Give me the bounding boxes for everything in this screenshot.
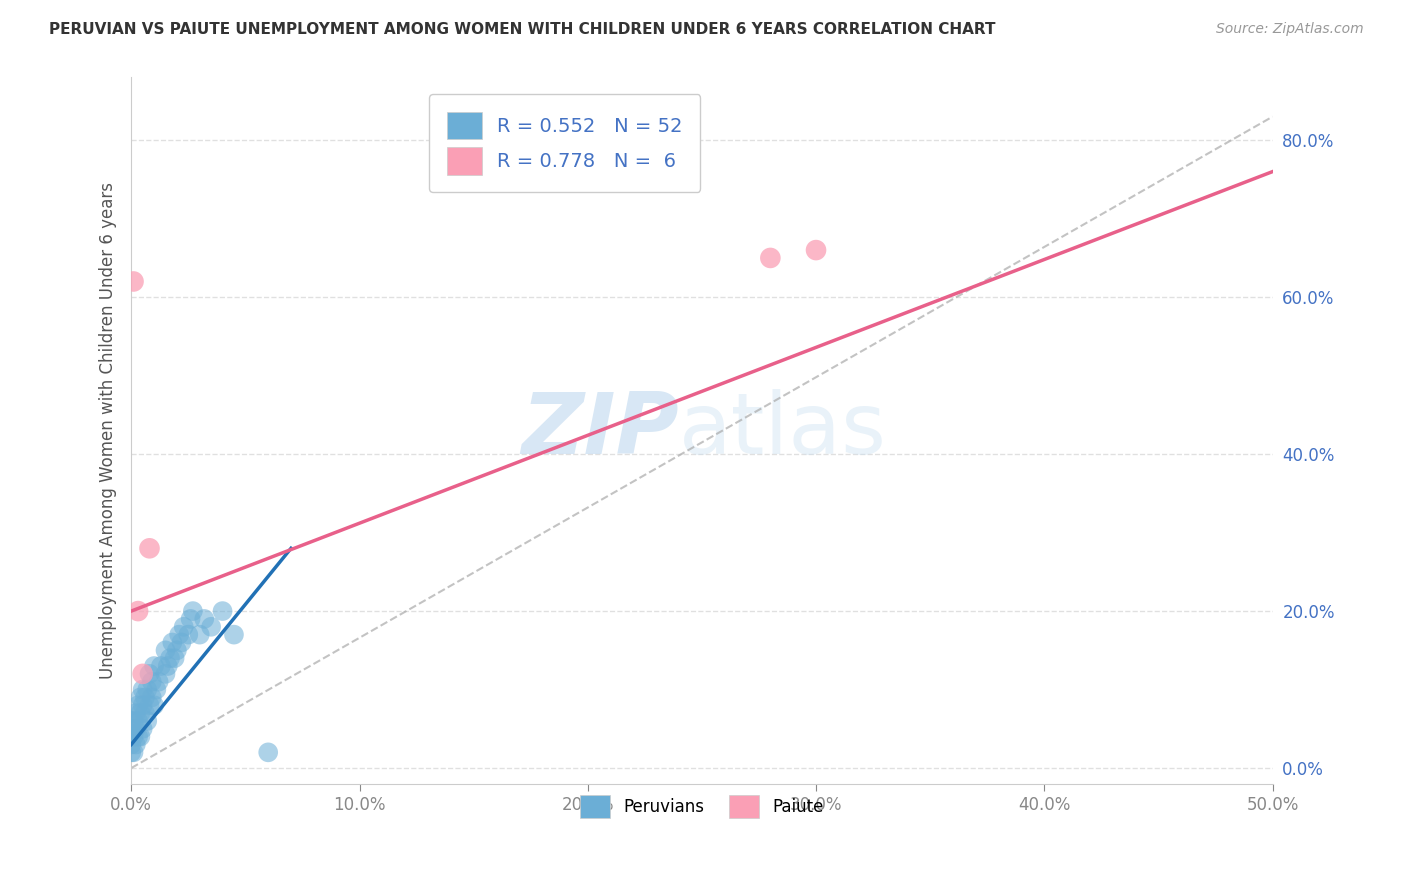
Point xyxy=(155,643,177,657)
Point xyxy=(166,643,188,657)
Point xyxy=(127,698,149,713)
Text: Source: ZipAtlas.com: Source: ZipAtlas.com xyxy=(1216,22,1364,37)
Text: PERUVIAN VS PAIUTE UNEMPLOYMENT AMONG WOMEN WITH CHILDREN UNDER 6 YEARS CORRELAT: PERUVIAN VS PAIUTE UNEMPLOYMENT AMONG WO… xyxy=(49,22,995,37)
Point xyxy=(122,745,145,759)
Point xyxy=(129,730,152,744)
Point xyxy=(163,651,186,665)
Point xyxy=(131,666,153,681)
Point xyxy=(125,706,148,720)
Point xyxy=(120,730,142,744)
Point xyxy=(155,666,177,681)
Point xyxy=(145,682,167,697)
Point xyxy=(125,738,148,752)
Point xyxy=(131,722,153,736)
Text: atlas: atlas xyxy=(679,389,887,472)
Point xyxy=(188,627,211,641)
Point xyxy=(173,620,195,634)
Y-axis label: Unemployment Among Women with Children Under 6 years: Unemployment Among Women with Children U… xyxy=(100,182,117,679)
Point xyxy=(804,243,827,257)
Point xyxy=(122,275,145,289)
Point xyxy=(120,714,142,728)
Point xyxy=(136,714,159,728)
Point xyxy=(141,674,163,689)
Point xyxy=(143,659,166,673)
Point xyxy=(138,541,160,556)
Point xyxy=(129,690,152,705)
Point xyxy=(138,698,160,713)
Legend: Peruvians, Paiute: Peruvians, Paiute xyxy=(574,788,831,825)
Point xyxy=(122,730,145,744)
Point xyxy=(141,690,163,705)
Text: ZIP: ZIP xyxy=(522,389,679,472)
Point xyxy=(222,627,245,641)
Point xyxy=(257,745,280,759)
Point xyxy=(134,706,156,720)
Point xyxy=(167,627,190,641)
Point xyxy=(170,635,193,649)
Point xyxy=(129,706,152,720)
Point xyxy=(125,722,148,736)
Point xyxy=(148,674,170,689)
Point xyxy=(120,738,142,752)
Point xyxy=(200,620,222,634)
Point xyxy=(122,714,145,728)
Point xyxy=(181,604,204,618)
Point xyxy=(134,690,156,705)
Point xyxy=(127,604,149,618)
Point xyxy=(211,604,233,618)
Point xyxy=(131,698,153,713)
Point xyxy=(177,627,200,641)
Point xyxy=(120,745,142,759)
Point xyxy=(162,635,184,649)
Point xyxy=(193,612,215,626)
Point xyxy=(136,682,159,697)
Point xyxy=(156,659,179,673)
Point xyxy=(127,730,149,744)
Point xyxy=(159,651,181,665)
Point xyxy=(143,698,166,713)
Point xyxy=(180,612,202,626)
Point xyxy=(149,659,172,673)
Point xyxy=(138,666,160,681)
Point xyxy=(120,722,142,736)
Point xyxy=(127,714,149,728)
Point xyxy=(131,682,153,697)
Point xyxy=(759,251,782,265)
